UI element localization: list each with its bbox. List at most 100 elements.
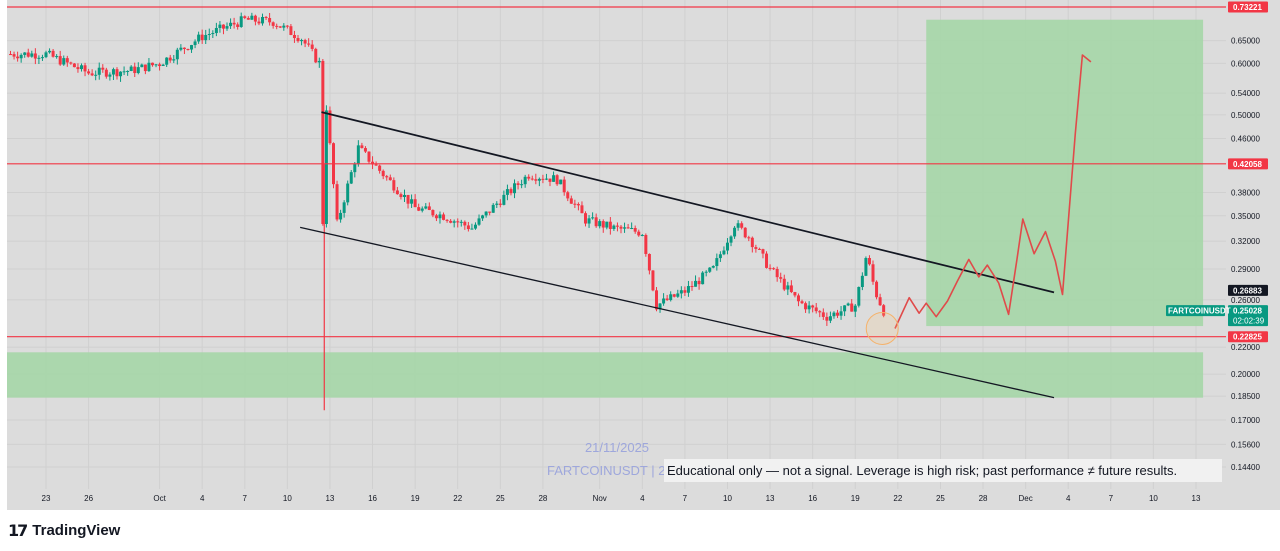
candle-body — [857, 287, 861, 306]
candle-body — [470, 228, 474, 230]
candle-body — [154, 64, 158, 66]
candle-body — [388, 177, 392, 181]
candle-body — [424, 206, 428, 209]
candle-body — [637, 231, 641, 236]
candle-body — [413, 199, 417, 208]
price-label[interactable]: 0.22825 — [1233, 333, 1262, 342]
channel-upper-line[interactable] — [321, 111, 1055, 294]
candle-body — [505, 189, 509, 195]
candle-body — [250, 15, 254, 20]
candle-body — [456, 221, 460, 223]
candle-body — [832, 312, 836, 317]
projection-path[interactable] — [894, 54, 1092, 329]
candle-body — [175, 49, 179, 60]
price-tick-label: 0.22000 — [1231, 343, 1260, 352]
candle-body — [814, 307, 818, 312]
candle-body — [552, 175, 556, 182]
candle-body — [158, 64, 162, 67]
highlight-circle[interactable] — [865, 311, 899, 345]
price-tick-label: 0.18500 — [1231, 392, 1260, 401]
candle-body — [55, 56, 59, 58]
candle-body — [864, 258, 868, 276]
candle-body — [40, 57, 44, 59]
symbol-tag-bg — [1166, 305, 1225, 317]
candle-body — [30, 53, 34, 57]
candle-body — [268, 17, 272, 23]
candle-body — [729, 236, 733, 243]
candle-body — [79, 65, 83, 70]
price-tick-label: 0.35000 — [1231, 212, 1260, 221]
candle-body — [452, 221, 456, 223]
candle-body — [459, 221, 463, 223]
channel[interactable] — [299, 111, 1055, 399]
candle-body — [349, 172, 353, 184]
candle-body — [562, 179, 566, 193]
candle-body — [850, 303, 854, 312]
candle-body — [527, 176, 531, 179]
candle-body — [133, 66, 137, 74]
candle-body — [871, 264, 875, 282]
candle-body — [246, 17, 250, 20]
candle-body — [569, 198, 573, 204]
candle-body — [292, 34, 296, 39]
candle-body — [232, 22, 236, 25]
candle-body — [718, 254, 722, 259]
price-tick-label: 0.50000 — [1231, 111, 1260, 120]
price-label[interactable]: 0.42058 — [1233, 160, 1262, 169]
candle-body — [108, 74, 112, 77]
price-label-bg — [1228, 158, 1268, 170]
candle-body — [612, 225, 616, 229]
candle-body — [147, 62, 151, 72]
candle-body — [339, 212, 343, 220]
candle-body — [786, 285, 790, 290]
price-label[interactable]: 0.25028 — [1233, 307, 1262, 316]
candle-body — [182, 47, 186, 49]
candle-body — [534, 179, 538, 181]
candle-body — [264, 16, 268, 18]
candle-body — [757, 248, 761, 250]
watermark-date: 21/11/2025 — [585, 440, 649, 455]
candle-body — [761, 249, 765, 254]
time-axis[interactable]: 23 26 Oct 4 7 10 13 16 19 22 25 28 Nov 4 7 10 13 16 19 22 25… — [42, 494, 1201, 503]
candle-body — [420, 208, 424, 211]
price-tick-label: 0.17000 — [1231, 416, 1260, 425]
channel-lower-line[interactable] — [299, 226, 1055, 399]
candle-body — [697, 280, 701, 285]
candle-body — [104, 69, 108, 77]
candle-body — [285, 25, 289, 27]
candle-body — [644, 234, 648, 254]
candle-body — [353, 164, 357, 173]
candle-body — [498, 203, 502, 205]
tradingview-logo[interactable]: 17 TradingView — [8, 520, 120, 540]
symbol-tag[interactable]: FARTCOINUSDT — [1168, 307, 1231, 316]
candle-body — [236, 24, 240, 27]
candle-body — [126, 70, 130, 72]
candle-body — [87, 71, 91, 74]
candle-body — [811, 305, 815, 308]
candle-body — [197, 34, 201, 42]
candle-body — [9, 54, 13, 56]
candle-body — [733, 227, 737, 237]
price-label[interactable]: 0.73221 — [1233, 3, 1262, 12]
candle-body — [481, 215, 485, 219]
horizontal-lines[interactable] — [7, 6, 1226, 338]
candle-body — [221, 24, 225, 29]
candle-body — [374, 164, 378, 166]
candle-body — [605, 221, 609, 228]
candle-body — [271, 22, 275, 26]
candle-body — [591, 217, 595, 219]
date-tick-label: 19 — [411, 494, 420, 503]
date-tick-label: 25 — [936, 494, 945, 503]
candle-body — [97, 67, 101, 75]
candle-body — [363, 148, 367, 152]
candle-body — [381, 170, 385, 177]
candle-body — [750, 237, 754, 248]
candle-body — [818, 311, 822, 313]
price-axis[interactable]: 0.65000 0.60000 0.54000 0.50000 0.46000 0.380… — [1166, 1, 1268, 473]
price-label[interactable]: 0.26883 — [1233, 286, 1262, 295]
candle-body — [544, 178, 548, 180]
candle-body — [346, 183, 350, 203]
projection[interactable] — [865, 54, 1092, 345]
candle-body — [119, 71, 123, 77]
